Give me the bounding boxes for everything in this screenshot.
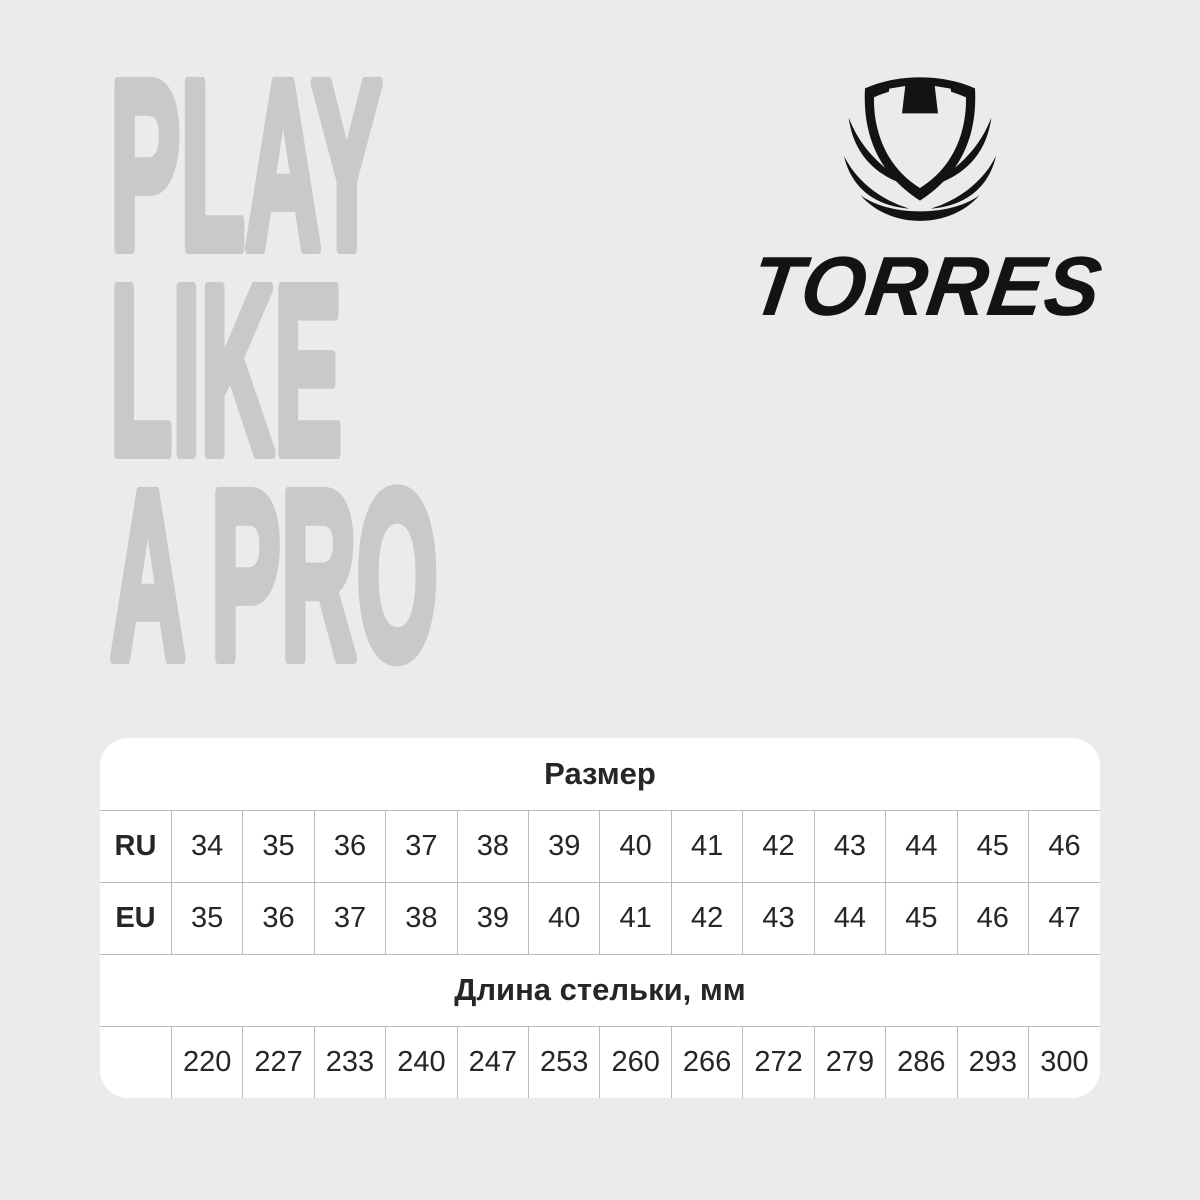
size-cell: 45	[956, 809, 1029, 883]
size-cell: 43	[742, 881, 815, 955]
size-cell: 43	[813, 809, 887, 883]
row-label-eu: EU	[100, 881, 172, 955]
insole-cell: 240	[385, 1025, 458, 1098]
size-table-header-row: Размер	[100, 738, 1100, 811]
size-cell: 42	[670, 881, 744, 955]
watermark-line-3: A PRO	[110, 441, 438, 709]
size-cell: 41	[670, 809, 744, 883]
size-section-title: Размер	[100, 738, 1100, 811]
size-cell: 38	[456, 809, 530, 883]
torres-shield-crest-icon	[844, 77, 996, 221]
size-cell: 45	[885, 881, 958, 955]
row-label-ru: RU	[100, 809, 172, 883]
insole-cell: 279	[813, 1025, 887, 1098]
size-cell: 35	[242, 809, 315, 883]
size-cell: 42	[742, 809, 815, 883]
size-table: Размер RU 34 35 36 37 38 39 40 41 42 43 …	[100, 738, 1100, 1098]
insole-cell: 247	[456, 1025, 530, 1098]
size-cell: 40	[528, 881, 601, 955]
size-cell: 38	[385, 881, 458, 955]
size-cell: 36	[242, 881, 315, 955]
size-cell: 44	[813, 881, 887, 955]
size-cell: 37	[385, 809, 458, 883]
size-cell: 37	[313, 881, 387, 955]
insole-section-title: Длина стельки, мм	[100, 953, 1100, 1027]
size-table-row-ru: RU 34 35 36 37 38 39 40 41 42 43 44 45 4…	[100, 809, 1100, 883]
insole-header-row: Длина стельки, мм	[100, 953, 1100, 1027]
insole-values-row: 220 227 233 240 247 253 260 266 272 279 …	[100, 1025, 1100, 1098]
insole-cell: 227	[242, 1025, 315, 1098]
size-table-row-eu: EU 35 36 37 38 39 40 41 42 43 44 45 46 4…	[100, 881, 1100, 955]
insole-cell: 253	[528, 1025, 601, 1098]
size-cell: 39	[456, 881, 530, 955]
watermark-line-2: LIKE	[110, 236, 342, 504]
size-cell: 46	[1027, 809, 1100, 883]
insole-cell: 233	[313, 1025, 387, 1098]
insole-cell: 300	[1027, 1025, 1100, 1098]
watermark-line-1: PLAY	[110, 31, 382, 299]
insole-cell: 272	[742, 1025, 815, 1098]
size-cell: 35	[170, 881, 244, 955]
torres-wordmark-text: TORRES	[745, 239, 1108, 333]
size-cell: 46	[956, 881, 1029, 955]
size-cell: 39	[528, 809, 601, 883]
insole-cell: 220	[170, 1025, 244, 1098]
size-cell: 41	[599, 881, 672, 955]
torres-wordmark: TORRES	[745, 239, 1108, 333]
insole-cell: 293	[956, 1025, 1029, 1098]
size-cell: 34	[170, 809, 244, 883]
size-cell: 40	[599, 809, 672, 883]
insole-cell: 266	[670, 1025, 744, 1098]
size-cell: 44	[885, 809, 958, 883]
insole-cell: 286	[885, 1025, 958, 1098]
size-cell: 36	[313, 809, 387, 883]
row-label-empty	[100, 1025, 172, 1098]
size-chart-panel: Размер RU 34 35 36 37 38 39 40 41 42 43 …	[100, 738, 1100, 1098]
insole-cell: 260	[599, 1025, 672, 1098]
watermark-play-like-a-pro: PLAY LIKE A PRO	[104, 25, 444, 715]
size-cell: 47	[1027, 881, 1100, 955]
